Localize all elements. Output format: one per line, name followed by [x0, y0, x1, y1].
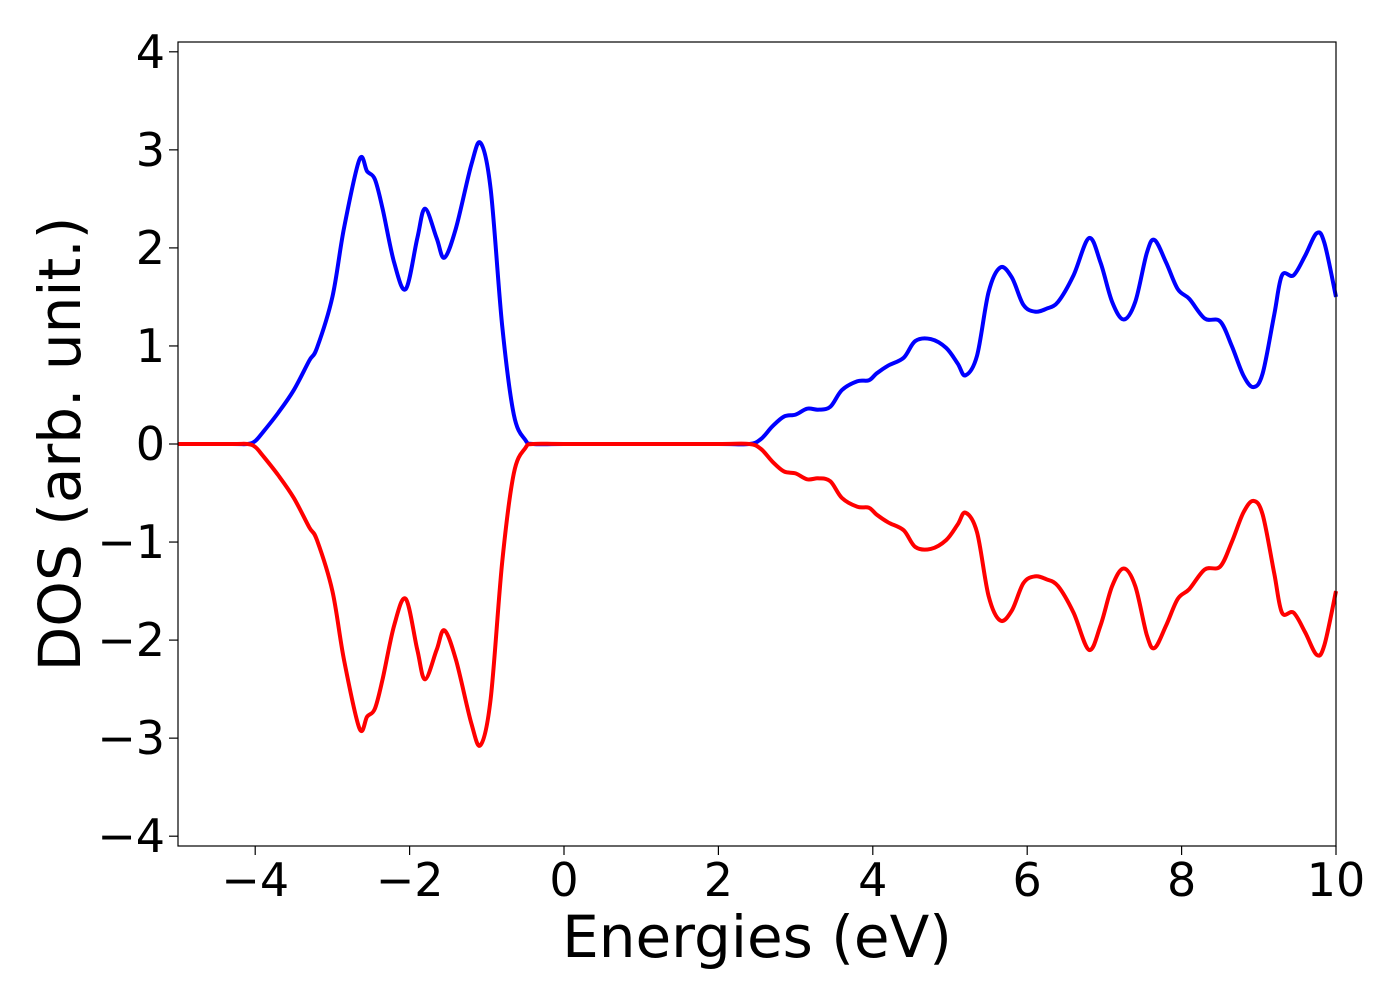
x-tick-label: −2 — [376, 853, 444, 907]
x-axis-ticks: −4 −2 0 2 4 6 8 10 — [221, 846, 1365, 907]
y-tick-label: 4 — [136, 25, 165, 79]
y-tick-label: −2 — [97, 613, 165, 667]
x-axis-label: Energies (eV) — [562, 903, 952, 971]
y-tick-label: −1 — [97, 515, 165, 569]
y-tick-label: 1 — [136, 319, 165, 373]
x-tick-label: 8 — [1167, 853, 1196, 907]
series-line-1 — [178, 140, 1338, 447]
x-tick-label: 0 — [549, 853, 578, 907]
y-tick-label: 0 — [136, 417, 165, 471]
x-tick-label: 10 — [1307, 853, 1366, 907]
y-tick-label: −4 — [97, 809, 165, 863]
x-tick-label: 2 — [704, 853, 733, 907]
y-tick-label: −3 — [97, 711, 165, 765]
y-tick-label: 2 — [136, 221, 165, 275]
x-tick-label: 4 — [858, 853, 887, 907]
y-axis-label: DOS (arb. unit.) — [26, 217, 94, 672]
y-tick-label: 3 — [136, 123, 165, 177]
series-line-2 — [178, 441, 1338, 748]
x-tick-label: 6 — [1013, 853, 1042, 907]
x-tick-label: −4 — [221, 853, 289, 907]
y-axis-ticks: −4 −3 −2 −1 0 1 2 3 4 — [97, 25, 178, 863]
series-layer — [178, 140, 1338, 748]
